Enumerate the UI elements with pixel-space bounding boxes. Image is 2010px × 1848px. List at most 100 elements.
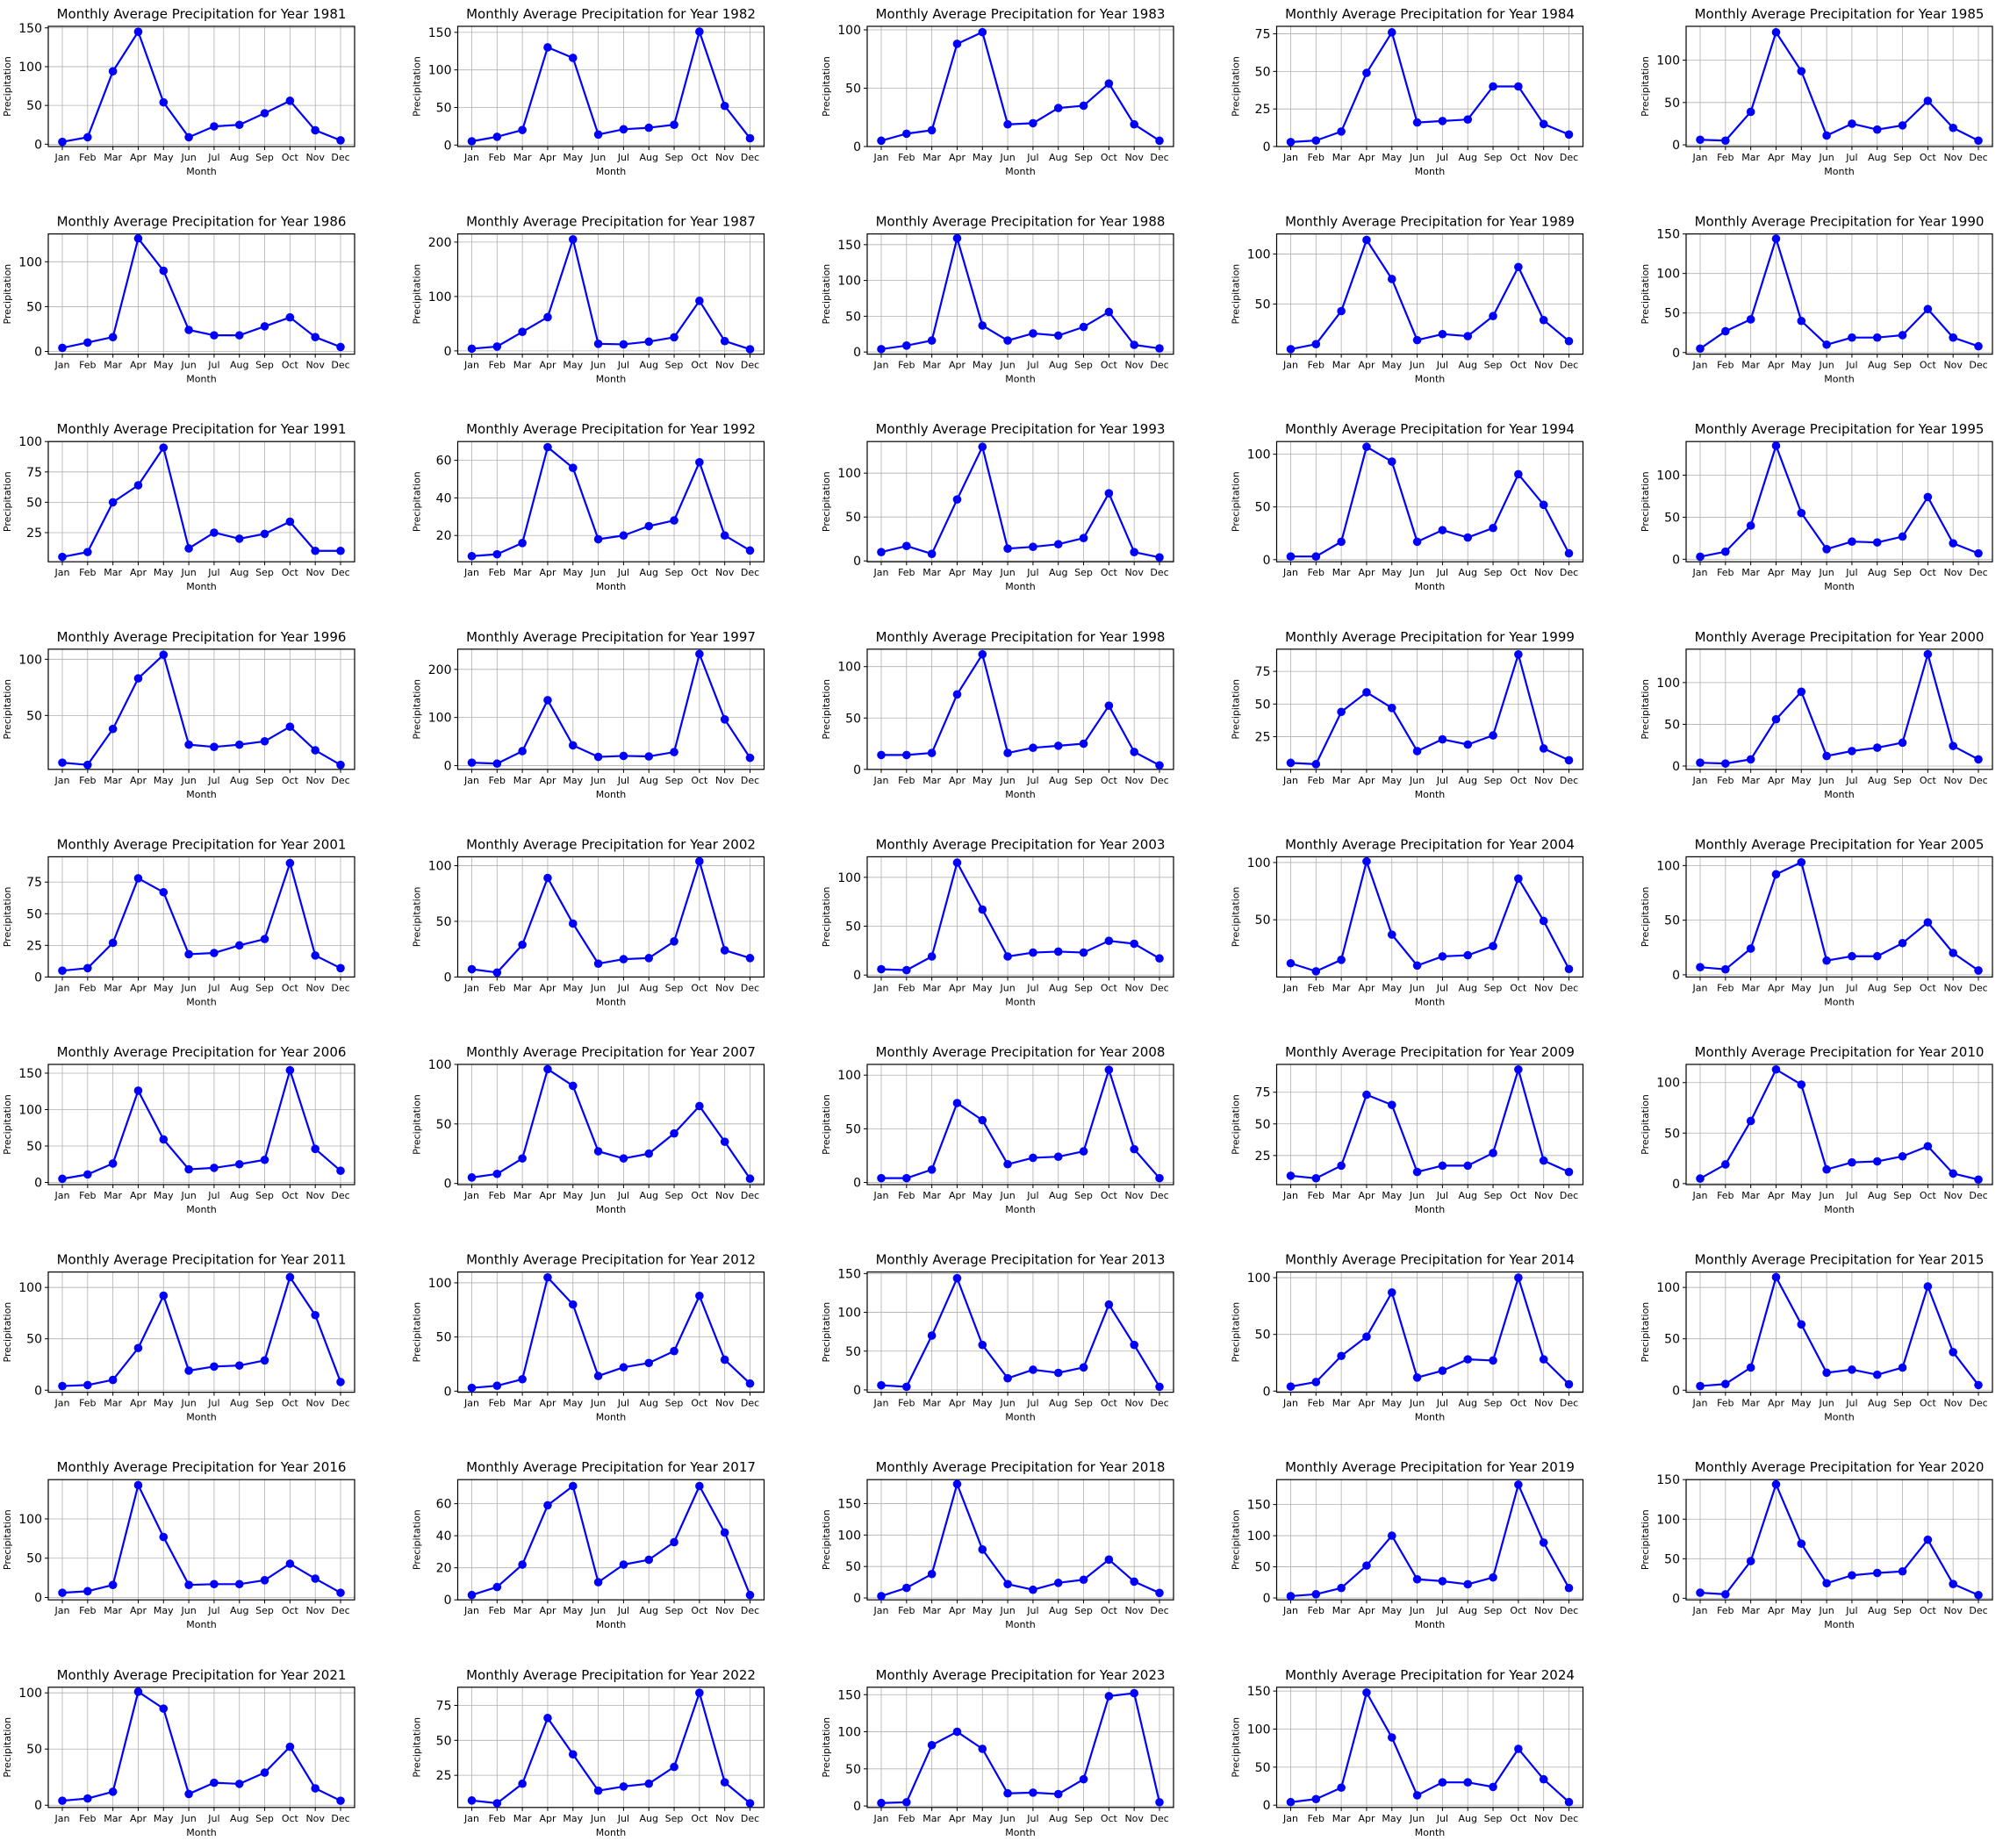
series-line [1699,237,1979,350]
x-tick-label: Dec [1150,1605,1168,1616]
y-tick-label: 150 [428,26,452,40]
x-tick-label: Nov [1124,152,1144,163]
y-tick-label: 0 [34,1799,42,1813]
data-point [1412,118,1422,127]
data-point [568,741,578,750]
x-axis-label: Month [1415,374,1446,385]
x-tick-label: Oct [1510,1813,1527,1824]
data-point [1949,1348,1957,1357]
data-point [1029,948,1037,957]
x-tick-label: Sep [665,1813,684,1824]
y-axis-label: Precipitation [2,1717,13,1778]
y-axis-label: Precipitation [1640,1302,1651,1363]
data-point [159,1704,169,1713]
x-tick-label: Jan [873,1190,889,1201]
subplot-39: 0 50 100 150 Jan Feb Mar Apr May Jun Jul Aug Sep Oct N… [1231,1459,1584,1630]
data-point [1155,344,1164,353]
x-tick-label: Feb [1308,1398,1324,1409]
y-tick-label: 0 [1672,1384,1680,1398]
data-point [260,1576,269,1585]
subplot-title: Monthly Average Precipitation for Year 1… [876,629,1166,645]
data-point [670,333,678,342]
y-axis-label: Precipitation [821,471,832,532]
data-point [644,1555,654,1565]
x-tick-label: Jan [1692,1190,1708,1201]
data-point [902,750,911,760]
y-axis-label: Precipitation [821,679,832,740]
x-tick-label: Sep [1074,775,1093,786]
x-tick-label: Dec [1969,1605,1987,1616]
data-point [1514,649,1523,659]
y-tick-label: 100 [837,661,861,675]
data-point [877,750,886,760]
data-point [1771,441,1781,450]
x-tick-label: Jan [463,982,479,993]
x-tick-label: Apr [539,360,556,371]
x-axis-label: Month [1824,996,1855,1007]
x-tick-label: Jan [54,982,70,993]
subplot-43: 0 50 100 150 Jan Feb Mar Apr May Jun Jul Aug Sep Oct N… [821,1667,1174,1838]
data-point [670,937,678,946]
data-point [108,498,118,507]
x-tick-label: Sep [1074,1813,1093,1824]
data-point [1514,1744,1523,1753]
data-point [1003,544,1012,553]
data-point [1463,115,1473,124]
subplot-title: Monthly Average Precipitation for Year 2… [1695,629,1985,645]
x-tick-label: Dec [741,567,759,578]
x-tick-label: Nov [305,567,325,578]
data-point [1564,964,1574,974]
data-point [1848,747,1856,756]
series-line [1290,1691,1570,1803]
x-tick-label: May [1382,360,1402,371]
data-point [1104,701,1114,711]
data-point [1079,322,1088,332]
data-point [1489,1572,1497,1582]
x-tick-label: Aug [1868,152,1886,163]
x-tick-label: Nov [1943,1398,1963,1409]
data-point [1514,874,1523,883]
data-point [1974,341,1983,351]
subplot-title: Monthly Average Precipitation for Year 2… [1695,1459,1985,1475]
x-tick-label: May [1382,1813,1402,1824]
x-tick-label: Mar [922,1813,941,1824]
x-tick-label: Dec [1969,567,1987,578]
data-point [1104,79,1114,88]
x-tick-label: Dec [741,1813,759,1824]
data-point [1539,1156,1548,1165]
x-tick-label: Apr [1768,775,1785,786]
data-point [311,125,319,135]
x-tick-label: Aug [639,982,657,993]
data-point [952,1099,962,1107]
x-tick-label: Dec [1150,1398,1168,1409]
x-tick-label: Jul [207,152,219,163]
x-axis-label: Month [186,1619,217,1630]
data-point [58,137,67,147]
x-tick-label: Sep [1074,1190,1093,1201]
data-point [1489,731,1497,740]
x-tick-label: Jan [54,360,70,371]
series-line [1290,31,1569,143]
x-tick-label: Feb [1717,152,1734,163]
x-tick-label: Oct [1920,152,1937,163]
data-point [978,321,987,330]
y-tick-label: 25 [26,526,42,541]
x-tick-label: Dec [741,982,759,993]
subplot-title: Monthly Average Precipitation for Year 1… [1285,421,1575,437]
x-tick-label: Mar [513,152,532,163]
x-tick-label: Oct [1101,982,1118,993]
x-tick-label: Aug [1458,1398,1476,1409]
x-tick-label: Nov [305,360,325,371]
y-axis-label: Precipitation [1231,471,1242,532]
data-point [108,1159,118,1168]
x-tick-label: Jul [207,1813,219,1824]
axes-frame [1275,441,1584,562]
x-tick-label: May [973,360,993,371]
y-tick-label: 50 [1255,65,1271,79]
data-point [1412,1791,1422,1800]
x-tick-label: Mar [1332,775,1351,786]
x-tick-label: Aug [230,1398,248,1409]
data-point [1797,508,1806,518]
data-point [745,1590,755,1600]
